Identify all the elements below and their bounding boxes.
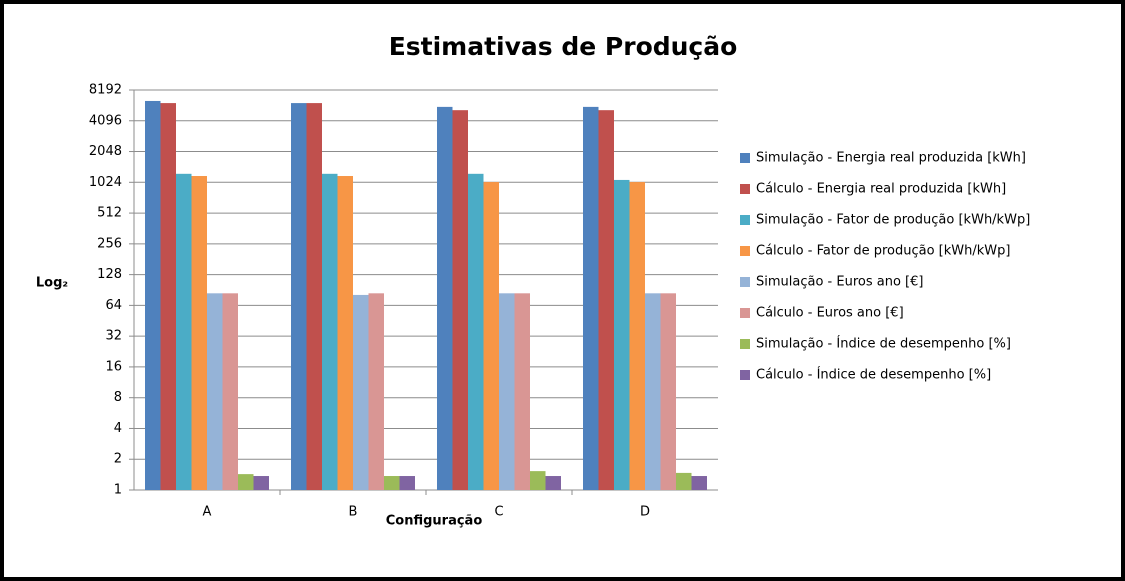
- bar: [238, 474, 254, 490]
- bar: [322, 173, 338, 490]
- x-axis-title: Configuração: [386, 514, 483, 529]
- bar: [452, 110, 468, 491]
- legend-label: Cálculo - Índice de desempenho [%]: [756, 367, 991, 383]
- legend-swatch: [740, 277, 750, 287]
- chart-title: Estimativas de Produção: [389, 32, 738, 61]
- bar: [160, 103, 176, 491]
- y-tick-label: 32: [105, 329, 122, 344]
- bar: [583, 106, 599, 491]
- bar: [291, 103, 307, 491]
- y-axis-title: Log₂: [36, 276, 68, 291]
- bar: [514, 293, 530, 490]
- bar: [176, 173, 192, 490]
- bar: [145, 100, 161, 491]
- bar: [191, 176, 207, 491]
- legend-label: Cálculo - Energia real produzida [kWh]: [756, 182, 1006, 197]
- bar: [353, 294, 369, 490]
- bar: [645, 293, 661, 490]
- legend-swatch: [740, 215, 750, 225]
- bar: [614, 179, 630, 490]
- y-tick-label: 8: [114, 390, 122, 405]
- bar: [676, 472, 692, 490]
- bar: [399, 476, 415, 490]
- bar: [253, 476, 269, 490]
- legend-label: Simulação - Euros ano [€]: [756, 275, 923, 290]
- x-tick-label: B: [349, 505, 358, 520]
- bar: [691, 476, 707, 490]
- y-tick-label: 512: [97, 206, 122, 221]
- x-tick-label: A: [203, 505, 212, 520]
- bar: [306, 103, 322, 491]
- y-tick-label: 4: [114, 421, 122, 436]
- y-tick-label: 16: [105, 359, 122, 374]
- bar: [499, 293, 515, 490]
- x-tick-label: C: [494, 505, 503, 520]
- y-tick-label: 1: [114, 483, 122, 498]
- legend-label: Simulação - Fator de produção [kWh/kWp]: [756, 213, 1030, 228]
- legend-swatch: [740, 370, 750, 380]
- bar: [207, 293, 223, 490]
- legend-label: Simulação - Índice de desempenho [%]: [756, 336, 1011, 352]
- y-tick-label: 1024: [89, 175, 122, 190]
- bar: [368, 293, 384, 490]
- bar: [545, 476, 561, 490]
- x-tick-label: D: [640, 505, 650, 520]
- y-tick-label: 256: [97, 236, 122, 251]
- bar: [629, 182, 645, 491]
- legend-swatch: [740, 308, 750, 318]
- bar: [437, 106, 453, 491]
- bar: [530, 471, 546, 490]
- legend-label: Simulação - Energia real produzida [kWh]: [756, 151, 1026, 166]
- legend-label: Cálculo - Euros ano [€]: [756, 306, 904, 321]
- bar: [384, 476, 400, 490]
- legend-label: Cálculo - Fator de produção [kWh/kWp]: [756, 244, 1010, 259]
- bar: [660, 293, 676, 490]
- bar: [222, 293, 238, 490]
- legend-swatch: [740, 153, 750, 163]
- bar: [598, 110, 614, 491]
- legend-swatch: [740, 339, 750, 349]
- y-tick-label: 2: [114, 452, 122, 467]
- y-tick-label: 4096: [89, 113, 122, 128]
- y-tick-label: 128: [97, 267, 122, 282]
- bar: [468, 173, 484, 490]
- y-tick-label: 8192: [89, 83, 122, 98]
- y-tick-label: 2048: [89, 144, 122, 159]
- legend-swatch: [740, 246, 750, 256]
- bar: [337, 176, 353, 491]
- bar: [483, 182, 499, 491]
- y-tick-label: 64: [105, 298, 122, 313]
- legend-swatch: [740, 184, 750, 194]
